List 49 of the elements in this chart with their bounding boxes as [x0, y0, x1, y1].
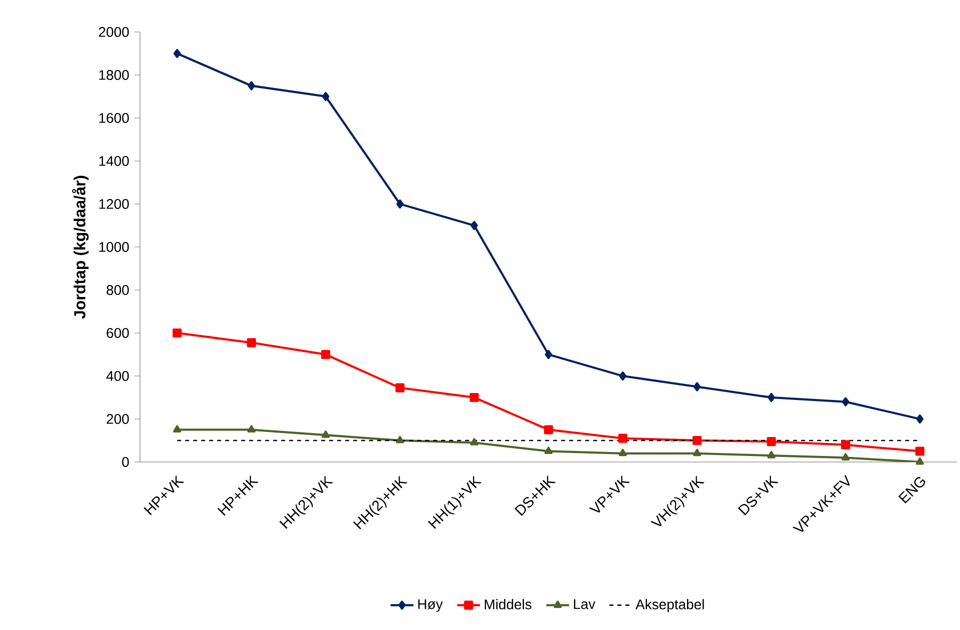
y-axis-title: Jordtap (kg/daa/år) — [72, 176, 89, 319]
point — [470, 392, 479, 402]
point — [916, 457, 924, 465]
y-tick-label: 1600 — [99, 113, 129, 123]
point — [544, 350, 552, 360]
y-tick-label: 600 — [106, 328, 129, 338]
point — [618, 434, 628, 443]
y-tick-label: 1200 — [99, 199, 129, 209]
legend-label: Middels — [484, 599, 532, 610]
point — [841, 440, 850, 450]
legend-label: Lav — [574, 599, 596, 610]
point — [692, 448, 702, 456]
point — [396, 199, 404, 209]
point — [693, 382, 701, 392]
point — [618, 448, 627, 456]
point — [246, 338, 256, 348]
point — [842, 453, 850, 460]
point — [767, 451, 776, 458]
point — [173, 48, 181, 58]
point — [173, 425, 182, 433]
y-tick-label: 800 — [106, 285, 129, 295]
point — [321, 350, 330, 360]
point — [322, 430, 330, 438]
point — [248, 81, 256, 90]
point — [768, 392, 775, 402]
point — [692, 436, 702, 446]
point — [544, 425, 554, 434]
point — [544, 446, 553, 454]
point — [915, 446, 924, 456]
legend-label: Høy — [418, 599, 443, 612]
y-tick-label: 200 — [106, 414, 129, 424]
y-tick-label: 1400 — [99, 156, 129, 166]
point — [766, 437, 776, 446]
point — [395, 383, 404, 392]
point — [619, 371, 626, 381]
y-tick-label: 1800 — [99, 70, 129, 80]
y-tick-label: 2000 — [98, 27, 129, 37]
y-tick-label: 0 — [122, 457, 129, 467]
point — [842, 397, 850, 406]
y-tick-label: 400 — [106, 371, 129, 381]
point — [470, 220, 478, 230]
y-tick-label: 1000 — [99, 242, 129, 252]
point — [470, 438, 478, 446]
point — [322, 92, 330, 102]
point — [247, 425, 256, 433]
point — [396, 436, 404, 444]
point — [172, 328, 182, 338]
legend-label: Akseptabel — [636, 599, 704, 612]
point — [916, 414, 924, 424]
